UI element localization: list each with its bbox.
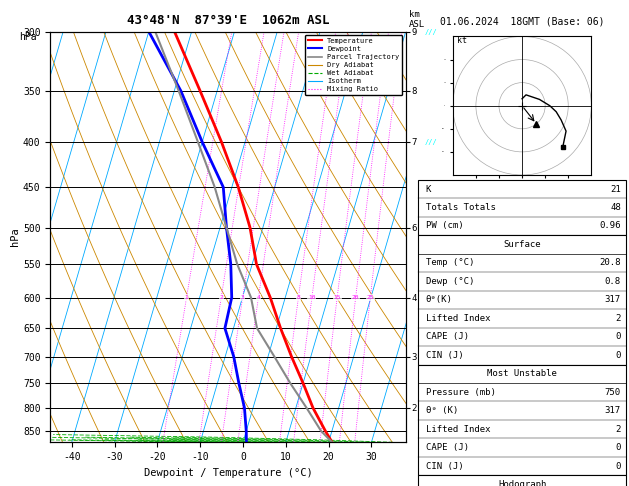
- Text: K: K: [426, 185, 431, 193]
- Text: 15: 15: [333, 295, 341, 300]
- Text: ///: ///: [425, 139, 437, 145]
- Text: Temp (°C): Temp (°C): [426, 259, 474, 267]
- Text: Lifted Index: Lifted Index: [426, 425, 491, 434]
- Text: Mixing Ratio (g/kg): Mixing Ratio (g/kg): [430, 190, 438, 284]
- Text: 750: 750: [604, 388, 621, 397]
- Text: 43°48'N  87°39'E  1062m ASL: 43°48'N 87°39'E 1062m ASL: [127, 14, 329, 27]
- Text: km
ASL: km ASL: [409, 10, 425, 29]
- Text: 01.06.2024  18GMT (Base: 06): 01.06.2024 18GMT (Base: 06): [440, 17, 604, 27]
- Text: 0: 0: [615, 462, 621, 470]
- Text: Dewp (°C): Dewp (°C): [426, 277, 474, 286]
- Text: 2: 2: [615, 425, 621, 434]
- Legend: Temperature, Dewpoint, Parcel Trajectory, Dry Adiabat, Wet Adiabat, Isotherm, Mi: Temperature, Dewpoint, Parcel Trajectory…: [305, 35, 402, 95]
- Text: LCL: LCL: [448, 324, 462, 333]
- Text: CIN (J): CIN (J): [426, 462, 464, 470]
- Text: Hodograph: Hodograph: [498, 480, 546, 486]
- Text: 20: 20: [352, 295, 359, 300]
- Text: 3: 3: [241, 295, 245, 300]
- Text: Totals Totals: Totals Totals: [426, 203, 496, 212]
- Text: θᵊ (K): θᵊ (K): [426, 406, 458, 415]
- Text: © weatheronline.co.uk: © weatheronline.co.uk: [470, 472, 574, 481]
- Text: ///: ///: [425, 405, 437, 411]
- Text: 21: 21: [610, 185, 621, 193]
- Text: 10: 10: [308, 295, 316, 300]
- Text: ///: ///: [425, 29, 437, 35]
- Text: ///: ///: [425, 295, 437, 300]
- Text: 4: 4: [257, 295, 260, 300]
- Text: 0.8: 0.8: [604, 277, 621, 286]
- Text: CAPE (J): CAPE (J): [426, 332, 469, 341]
- Text: 25: 25: [367, 295, 374, 300]
- Text: 317: 317: [604, 295, 621, 304]
- Text: Surface: Surface: [503, 240, 541, 249]
- Text: CAPE (J): CAPE (J): [426, 443, 469, 452]
- Text: 0: 0: [615, 351, 621, 360]
- Text: ///: ///: [425, 225, 437, 230]
- Text: ///: ///: [425, 354, 437, 360]
- Text: Most Unstable: Most Unstable: [487, 369, 557, 378]
- Y-axis label: hPa: hPa: [10, 227, 20, 246]
- Text: ///: ///: [425, 428, 437, 434]
- Text: kt: kt: [457, 36, 467, 45]
- Text: 20.8: 20.8: [599, 259, 621, 267]
- Text: 48: 48: [610, 203, 621, 212]
- Text: Lifted Index: Lifted Index: [426, 314, 491, 323]
- Text: 0.96: 0.96: [599, 222, 621, 230]
- Text: 8: 8: [296, 295, 300, 300]
- Text: 2: 2: [615, 314, 621, 323]
- X-axis label: Dewpoint / Temperature (°C): Dewpoint / Temperature (°C): [143, 468, 313, 478]
- Text: CIN (J): CIN (J): [426, 351, 464, 360]
- Text: 0: 0: [615, 332, 621, 341]
- Text: θᵊ(K): θᵊ(K): [426, 295, 453, 304]
- Text: 2: 2: [220, 295, 223, 300]
- Text: 1: 1: [185, 295, 189, 300]
- Text: 0: 0: [615, 443, 621, 452]
- Text: Pressure (mb): Pressure (mb): [426, 388, 496, 397]
- Text: hPa: hPa: [19, 32, 36, 42]
- Text: PW (cm): PW (cm): [426, 222, 464, 230]
- Text: 317: 317: [604, 406, 621, 415]
